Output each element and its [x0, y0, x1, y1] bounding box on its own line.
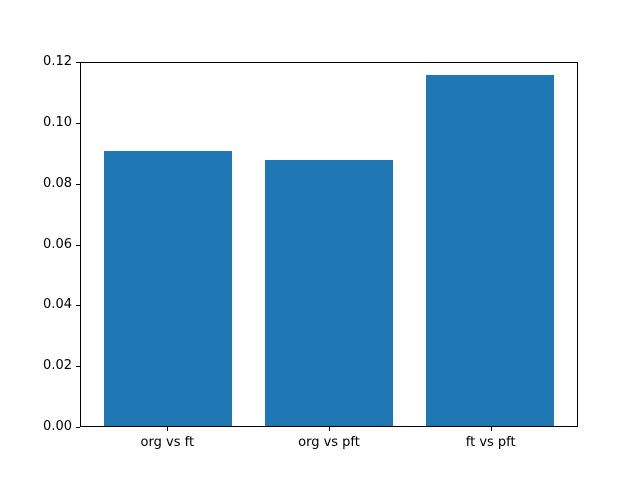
x-axis: org vs ft org vs pft ft vs pft — [80, 427, 578, 461]
y-tick-label: 0.06 — [43, 236, 72, 252]
y-tick-label: 0.04 — [43, 297, 72, 313]
y-tick-mark — [76, 123, 80, 124]
bar-org-vs-ft — [103, 150, 233, 426]
x-tick-label: org vs ft — [140, 435, 195, 450]
y-tick-label: 0.08 — [43, 175, 72, 191]
y-tick-label: 0.00 — [43, 419, 72, 434]
y-tick-mark — [76, 305, 80, 306]
y-axis-tick-labels: 0.00 0.02 0.04 0.06 0.08 0.10 0.12 — [0, 54, 72, 434]
bar-ft-vs-pft — [425, 75, 555, 426]
x-tick-mark — [490, 427, 492, 431]
y-tick-mark — [76, 62, 80, 63]
bar-org-vs-pft — [264, 159, 394, 426]
y-tick-label: 0.12 — [43, 54, 72, 69]
y-tick-mark — [76, 245, 80, 246]
x-tick-mark — [329, 427, 330, 431]
y-tick-mark — [76, 427, 80, 428]
x-tick-label: ft vs pft — [465, 435, 516, 450]
x-tick-label: org vs pft — [298, 435, 360, 450]
x-tick-mark — [167, 427, 169, 431]
plot-area — [80, 62, 578, 427]
y-axis-tick-marks — [76, 62, 80, 428]
y-tick-mark — [76, 184, 80, 185]
y-tick-label: 0.02 — [43, 358, 72, 374]
y-tick-mark — [76, 366, 80, 367]
y-tick-label: 0.10 — [43, 114, 72, 130]
